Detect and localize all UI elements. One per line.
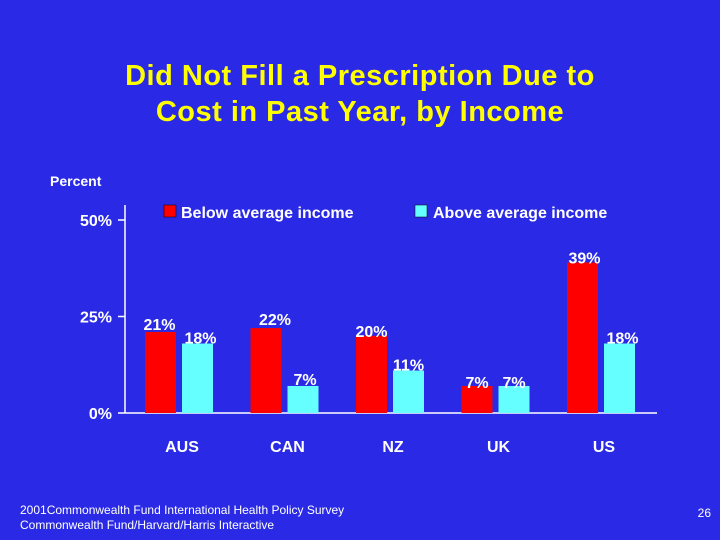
page-number: 26 <box>697 506 711 520</box>
bar-below-can <box>250 328 282 413</box>
data-label-above-can: 7% <box>293 372 316 389</box>
chart-title-line-2: Cost in Past Year, by Income <box>155 96 565 128</box>
bar-above-us <box>604 343 635 413</box>
x-tick-label-us: US <box>593 439 616 456</box>
data-label-above-nz: 11% <box>393 358 424 375</box>
chart-title: Did Not Fill a Prescription Due to Cost … <box>0 58 720 130</box>
bar-below-nz <box>356 335 387 413</box>
y-tick-label: 0% <box>89 406 112 423</box>
data-label-above-aus: 18% <box>184 331 216 348</box>
data-label-below-nz: 20% <box>355 324 387 341</box>
legend-label-above: Above average income <box>433 205 607 222</box>
data-label-below-can: 22% <box>259 312 291 329</box>
bar-above-uk <box>498 385 530 413</box>
footer-line-1: 2001Commonwealth Fund International Heal… <box>20 503 345 517</box>
footer-source: 2001Commonwealth Fund International Heal… <box>20 503 344 533</box>
bar-below-aus <box>145 331 176 413</box>
chart-title-line-1: Did Not Fill a Prescription Due to <box>125 60 595 92</box>
data-label-above-uk: 7% <box>502 375 525 392</box>
y-tick-label: 25% <box>80 310 112 327</box>
bar-above-nz <box>393 370 424 413</box>
x-tick-label-can: CAN <box>270 439 305 456</box>
bar-above-aus <box>182 343 213 413</box>
footer-line-2: Commonwealth Fund/Harvard/Harris Interac… <box>20 518 275 532</box>
bar-above-can <box>287 385 319 413</box>
x-tick-label-aus: AUS <box>165 439 199 456</box>
x-tick-label-uk: UK <box>487 439 511 456</box>
x-tick-label-nz: NZ <box>382 439 404 456</box>
data-label-below-aus: 21% <box>143 317 175 334</box>
bar-below-us <box>567 262 598 413</box>
y-tick-label: 50% <box>80 213 112 230</box>
y-axis-label: Percent <box>50 173 102 189</box>
legend-swatch-above <box>414 204 428 218</box>
data-label-below-uk: 7% <box>465 375 488 392</box>
data-label-below-us: 39% <box>568 250 600 267</box>
legend-label-below: Below average income <box>181 205 354 222</box>
data-label-above-us: 18% <box>606 331 638 348</box>
bar-below-uk <box>461 385 493 413</box>
legend-swatch-below <box>163 204 177 218</box>
